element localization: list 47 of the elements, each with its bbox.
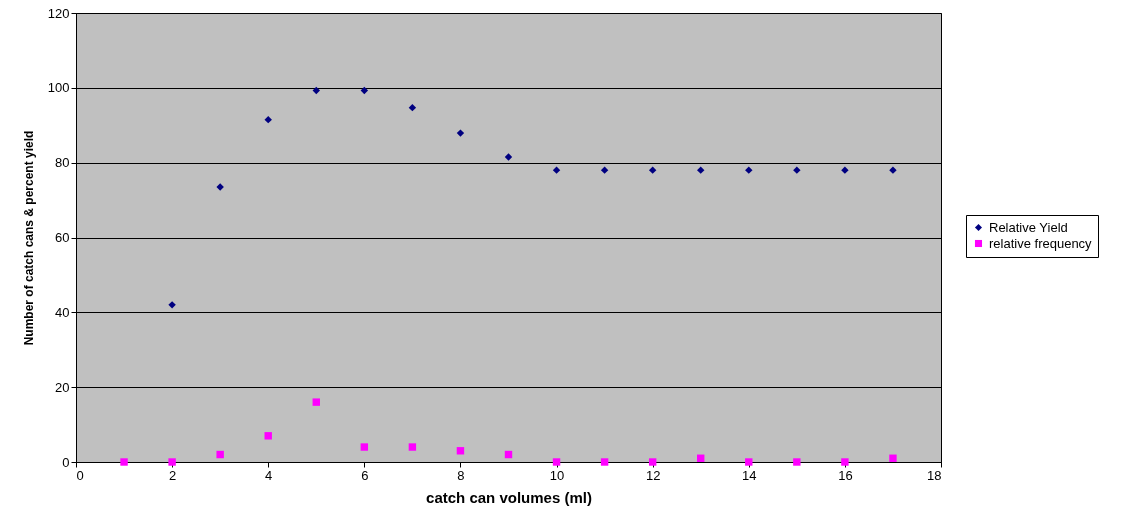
- x-tick-label: 10: [549, 467, 565, 483]
- point: [600, 458, 609, 466]
- point: [745, 166, 753, 174]
- point: [504, 153, 513, 161]
- x-tick-label: 2: [168, 467, 177, 483]
- point: [216, 450, 224, 459]
- point: [408, 103, 417, 112]
- point: [120, 458, 128, 466]
- point: [552, 458, 561, 466]
- point: [889, 454, 897, 462]
- point: [600, 166, 609, 174]
- y-tick-label: 40: [55, 304, 70, 320]
- y-tick-label: 80: [55, 155, 70, 171]
- point: [841, 458, 849, 466]
- point: [648, 166, 657, 174]
- point: [312, 398, 320, 406]
- point: [697, 166, 705, 174]
- point: [408, 443, 417, 451]
- point: [168, 458, 176, 466]
- point: [793, 166, 801, 174]
- legend-label: Relative Yield: [989, 219, 1068, 235]
- point: [264, 432, 272, 440]
- y-tick-label: 20: [55, 379, 70, 395]
- point: [360, 86, 369, 95]
- x-tick-label: 16: [838, 467, 853, 483]
- x-tick-label: 18: [927, 467, 942, 483]
- y-tick-label: 0: [62, 454, 70, 470]
- point: [745, 458, 753, 466]
- y-tick-label: 120: [47, 5, 70, 21]
- point: [312, 86, 320, 95]
- point: [360, 443, 369, 451]
- x-tick-label: 6: [361, 467, 369, 483]
- y-tick-label: 100: [47, 80, 70, 96]
- x-axis-title: catch can volumes (ml): [426, 488, 592, 506]
- x-tick-label: 0: [76, 467, 84, 483]
- point: [793, 458, 801, 466]
- y-axis-title: Number of catch cans & percent yield: [21, 130, 36, 346]
- y-tick-label: 60: [55, 230, 70, 245]
- point: [552, 166, 561, 174]
- point: [648, 458, 657, 466]
- legend-label: relative frequency: [989, 235, 1093, 251]
- point: [456, 129, 465, 137]
- point: [264, 115, 272, 124]
- x-tick-label: 4: [265, 467, 273, 483]
- x-tick-label: 8: [457, 467, 465, 483]
- x-tick-label: 14: [742, 467, 757, 483]
- x-tick-label: 12: [645, 467, 661, 483]
